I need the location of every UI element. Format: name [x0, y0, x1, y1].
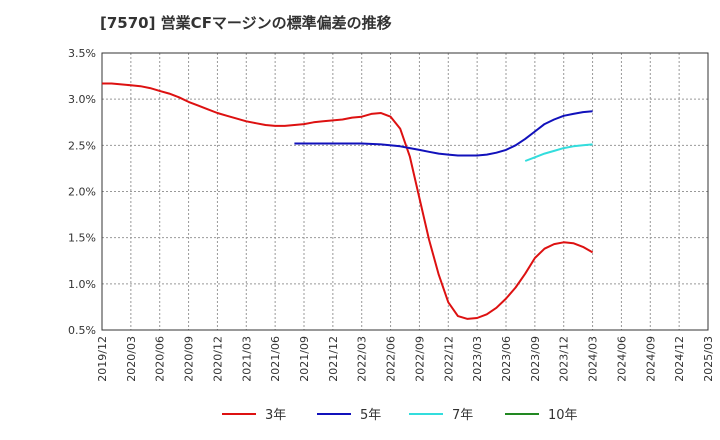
- x-tick-label: 2021/06: [269, 336, 282, 382]
- x-tick-label: 2021/03: [240, 336, 253, 382]
- x-tick-label: 2024/06: [615, 336, 628, 382]
- y-tick-label: 3.5%: [68, 47, 96, 60]
- series-line-1: [102, 82, 594, 320]
- x-tick-label: 2022/03: [356, 336, 369, 382]
- y-tick-label: 1.5%: [68, 232, 96, 245]
- x-tick-label: 2025/03: [702, 336, 715, 382]
- y-tick-label: 2.5%: [68, 139, 96, 152]
- x-tick-label: 2024/09: [644, 336, 657, 382]
- x-tick-label: 2023/06: [500, 336, 513, 382]
- x-tick-label: 2024/03: [587, 336, 600, 382]
- y-tick-label: 1.0%: [68, 278, 96, 291]
- chart-title: [7570] 営業CFマージンの標準偏差の推移: [100, 14, 392, 32]
- x-tick-label: 2019/12: [96, 336, 109, 382]
- legend-label-2: 5年: [360, 408, 381, 423]
- x-tick-label: 2023/09: [529, 336, 542, 382]
- legend-label-4: 10年: [548, 408, 578, 423]
- y-tick-label: 2.0%: [68, 186, 96, 199]
- legend-label-1: 3年: [265, 408, 286, 423]
- y-tick-label: 0.5%: [68, 324, 96, 337]
- x-tick-label: 2020/03: [125, 336, 138, 382]
- x-tick-label: 2020/09: [183, 336, 196, 382]
- plot-frame: [101, 52, 709, 331]
- x-tick-label: 2021/09: [298, 336, 311, 382]
- x-tick-label: 2020/12: [211, 336, 224, 382]
- x-tick-label: 2022/09: [413, 336, 426, 382]
- series-line-2: [294, 110, 593, 157]
- x-tick-label: 2022/06: [385, 336, 398, 382]
- legend-label-3: 7年: [452, 408, 473, 423]
- x-tick-label: 2020/06: [154, 336, 167, 382]
- x-tick-label: 2023/12: [558, 336, 571, 382]
- y-tick-label: 3.0%: [68, 93, 96, 106]
- x-tick-label: 2023/03: [471, 336, 484, 382]
- x-tick-label: 2022/12: [442, 336, 455, 382]
- series-line-3: [524, 143, 593, 162]
- x-tick-label: 2024/12: [673, 336, 686, 382]
- x-tick-label: 2021/12: [327, 336, 340, 382]
